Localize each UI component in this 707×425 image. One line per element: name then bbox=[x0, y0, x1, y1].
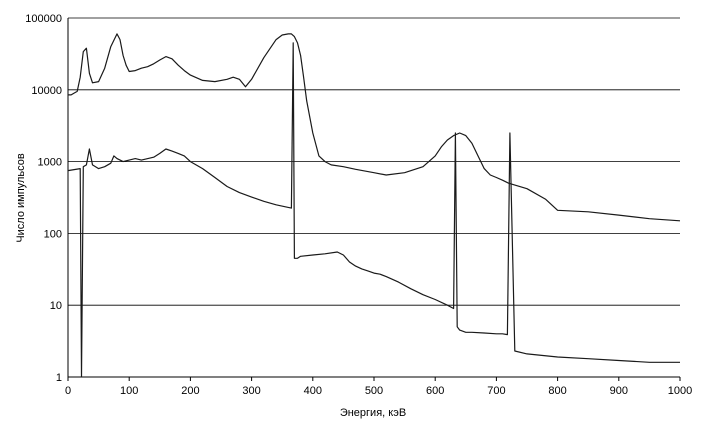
x-tick-label: 800 bbox=[548, 385, 566, 397]
y-axis-title: Число импульсов bbox=[15, 153, 27, 243]
x-tick-label: 900 bbox=[610, 385, 628, 397]
axes bbox=[67, 18, 681, 381]
x-tick-label: 300 bbox=[242, 385, 260, 397]
x-tick-label: 700 bbox=[487, 385, 505, 397]
x-tick-label: 100 bbox=[120, 385, 138, 397]
x-tick-label: 0 bbox=[65, 385, 71, 397]
tick-labels: 1 10 100 1000 10000 100000 0 100 200 300 400 500 600… bbox=[25, 13, 692, 397]
y-tick-label: 10 bbox=[50, 300, 62, 312]
y-tick-label: 1 bbox=[56, 372, 62, 384]
y-tick-label: 100 bbox=[44, 228, 62, 240]
y-tick-label: 1000 bbox=[38, 157, 62, 169]
x-tick-label: 1000 bbox=[668, 385, 692, 397]
x-tick-label: 200 bbox=[181, 385, 199, 397]
series-line-2 bbox=[67, 42, 680, 378]
series-group bbox=[67, 33, 681, 378]
x-tick-label: 500 bbox=[365, 385, 383, 397]
gridlines bbox=[68, 17, 680, 306]
y-tick-label: 10000 bbox=[31, 85, 62, 97]
x-tick-label: 600 bbox=[426, 385, 444, 397]
x-axis-title: Энергия, кэВ bbox=[340, 407, 406, 419]
series-line-1 bbox=[68, 33, 681, 222]
x-tick-label: 400 bbox=[304, 385, 322, 397]
y-tick-label: 100000 bbox=[25, 13, 62, 25]
